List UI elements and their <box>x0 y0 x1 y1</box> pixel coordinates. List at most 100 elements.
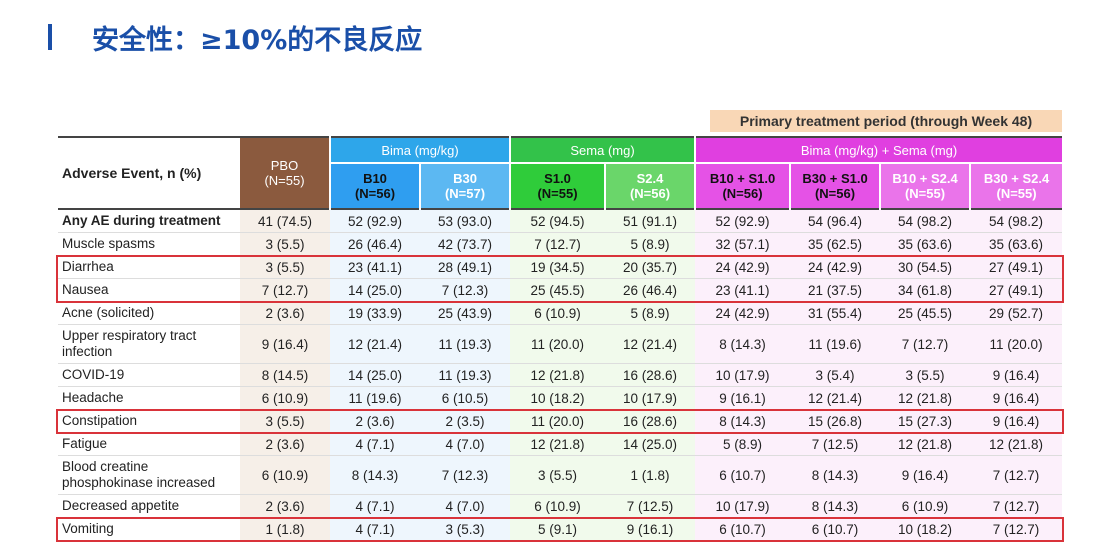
column-name: B10 <box>363 171 387 186</box>
cell: 5 (8.9) <box>605 232 696 256</box>
cell: 26 (46.4) <box>605 278 696 302</box>
table-row: Acne (solicited) 2 (3.6) 19 (33.9) 25 (43.9… <box>58 301 1063 325</box>
cell: 3 (5.5) <box>240 255 330 279</box>
cell: 6 (10.9) <box>880 494 971 518</box>
cell: 7 (12.7) <box>880 324 971 364</box>
column-n: (N=56) <box>814 186 856 201</box>
cell: 9 (16.1) <box>695 386 791 410</box>
column-name: S1.0 <box>544 171 571 186</box>
cell: 4 (7.1) <box>330 432 420 456</box>
cell: 5 (8.9) <box>695 432 791 456</box>
cell: 24 (42.9) <box>790 255 881 279</box>
column-header: S1.0 (N=55) <box>509 162 606 209</box>
cell: 12 (21.4) <box>330 324 420 364</box>
cell: 25 (43.9) <box>420 301 511 325</box>
cell: 21 (37.5) <box>790 278 881 302</box>
table-row: Diarrhea 3 (5.5) 23 (41.1) 28 (49.1) 19 (34.… <box>58 255 1063 279</box>
cell: 32 (57.1) <box>695 232 791 256</box>
column-header: B10 + S2.4 (N=55) <box>879 162 971 209</box>
cell: 41 (74.5) <box>240 208 330 233</box>
cell: 8 (14.3) <box>695 324 791 364</box>
cell: 2 (3.6) <box>240 301 330 325</box>
cell: 35 (63.6) <box>880 232 971 256</box>
cell: 3 (5.5) <box>510 455 606 495</box>
table-row: Any AE during treatment 41 (74.5) 52 (92.9… <box>58 208 1063 233</box>
cell: 3 (5.3) <box>420 517 511 541</box>
cell: 31 (55.4) <box>790 301 881 325</box>
column-header: B30 + S1.0 (N=56) <box>789 162 881 209</box>
cell: 2 (3.6) <box>240 432 330 456</box>
column-header: B30 + S2.4 (N=55) <box>969 162 1063 209</box>
period-banner: Primary treatment period (through Week 4… <box>710 110 1062 132</box>
column-header: S2.4 (N=56) <box>604 162 696 209</box>
table-row: Decreased appetite 2 (3.6) 4 (7.1) 4 (7.0) 6… <box>58 494 1063 518</box>
cell: 54 (98.2) <box>880 208 971 233</box>
cell: 14 (25.0) <box>330 363 420 387</box>
cell: 6 (10.9) <box>510 301 606 325</box>
row-label: Diarrhea <box>58 255 240 279</box>
cell: 12 (21.4) <box>790 386 881 410</box>
cell: 7 (12.3) <box>420 455 511 495</box>
header-cell: Adverse Event, n (%) <box>58 137 240 209</box>
cell: 24 (42.9) <box>695 301 791 325</box>
cell: 6 (10.7) <box>695 455 791 495</box>
column-header: PBO (N=55) <box>240 136 330 209</box>
column-name: PBO <box>270 158 299 173</box>
cell: 8 (14.3) <box>695 409 791 433</box>
row-label: Vomiting <box>58 517 240 541</box>
cell: 10 (17.9) <box>605 386 696 410</box>
column-name: S2.4 <box>636 171 664 186</box>
cell: 54 (96.4) <box>790 208 881 233</box>
cell: 5 (9.1) <box>510 517 606 541</box>
row-label: Upper respiratory tract infection <box>58 324 240 364</box>
cell: 12 (21.8) <box>880 432 971 456</box>
cell: 8 (14.3) <box>790 494 881 518</box>
cell: 10 (17.9) <box>695 363 791 387</box>
column-n: (N=57) <box>444 186 486 201</box>
cell: 52 (92.9) <box>695 208 791 233</box>
column-name: B30 + S1.0 <box>802 171 868 186</box>
cell: 9 (16.4) <box>970 386 1063 410</box>
cell: 11 (19.3) <box>420 363 511 387</box>
cell: 6 (10.7) <box>790 517 881 541</box>
cell: 14 (25.0) <box>605 432 696 456</box>
cell: 35 (62.5) <box>790 232 881 256</box>
cell: 11 (20.0) <box>970 324 1063 364</box>
cell: 6 (10.9) <box>510 494 606 518</box>
table-row: Muscle spasms 3 (5.5) 26 (46.4) 42 (73.7) 7 … <box>58 232 1063 256</box>
row-label: Fatigue <box>58 432 240 456</box>
cell: 51 (91.1) <box>605 208 696 233</box>
cell: 34 (61.8) <box>880 278 971 302</box>
cell: 12 (21.8) <box>880 386 971 410</box>
row-label: Muscle spasms <box>58 232 240 256</box>
cell: 4 (7.0) <box>420 432 511 456</box>
cell: 52 (94.5) <box>510 208 606 233</box>
cell: 8 (14.5) <box>240 363 330 387</box>
cell: 7 (12.7) <box>970 455 1063 495</box>
cell: 7 (12.7) <box>510 232 606 256</box>
cell: 26 (46.4) <box>330 232 420 256</box>
cell: 12 (21.8) <box>510 432 606 456</box>
cell: 24 (42.9) <box>695 255 791 279</box>
cell: 12 (21.8) <box>970 432 1063 456</box>
row-label: Acne (solicited) <box>58 301 240 325</box>
table-row: Fatigue 2 (3.6) 4 (7.1) 4 (7.0) 12 (21.8) 14 … <box>58 432 1063 456</box>
cell: 35 (63.6) <box>970 232 1063 256</box>
cell: 6 (10.9) <box>240 386 330 410</box>
column-n: (N=56) <box>629 186 671 201</box>
cell: 8 (14.3) <box>790 455 881 495</box>
cell: 29 (52.7) <box>970 301 1063 325</box>
column-header: B10 + S1.0 (N=56) <box>694 162 791 209</box>
cell: 4 (7.1) <box>330 494 420 518</box>
cell: 10 (18.2) <box>510 386 606 410</box>
cell: 25 (45.5) <box>510 278 606 302</box>
cell: 23 (41.1) <box>695 278 791 302</box>
column-header: B10 (N=56) <box>329 162 420 209</box>
cell: 54 (98.2) <box>970 208 1063 233</box>
row-label: Nausea <box>58 278 240 302</box>
cell: 1 (1.8) <box>240 517 330 541</box>
cell: 16 (28.6) <box>605 363 696 387</box>
column-name: B10 + S1.0 <box>709 171 776 186</box>
row-label: Decreased appetite <box>58 494 240 518</box>
